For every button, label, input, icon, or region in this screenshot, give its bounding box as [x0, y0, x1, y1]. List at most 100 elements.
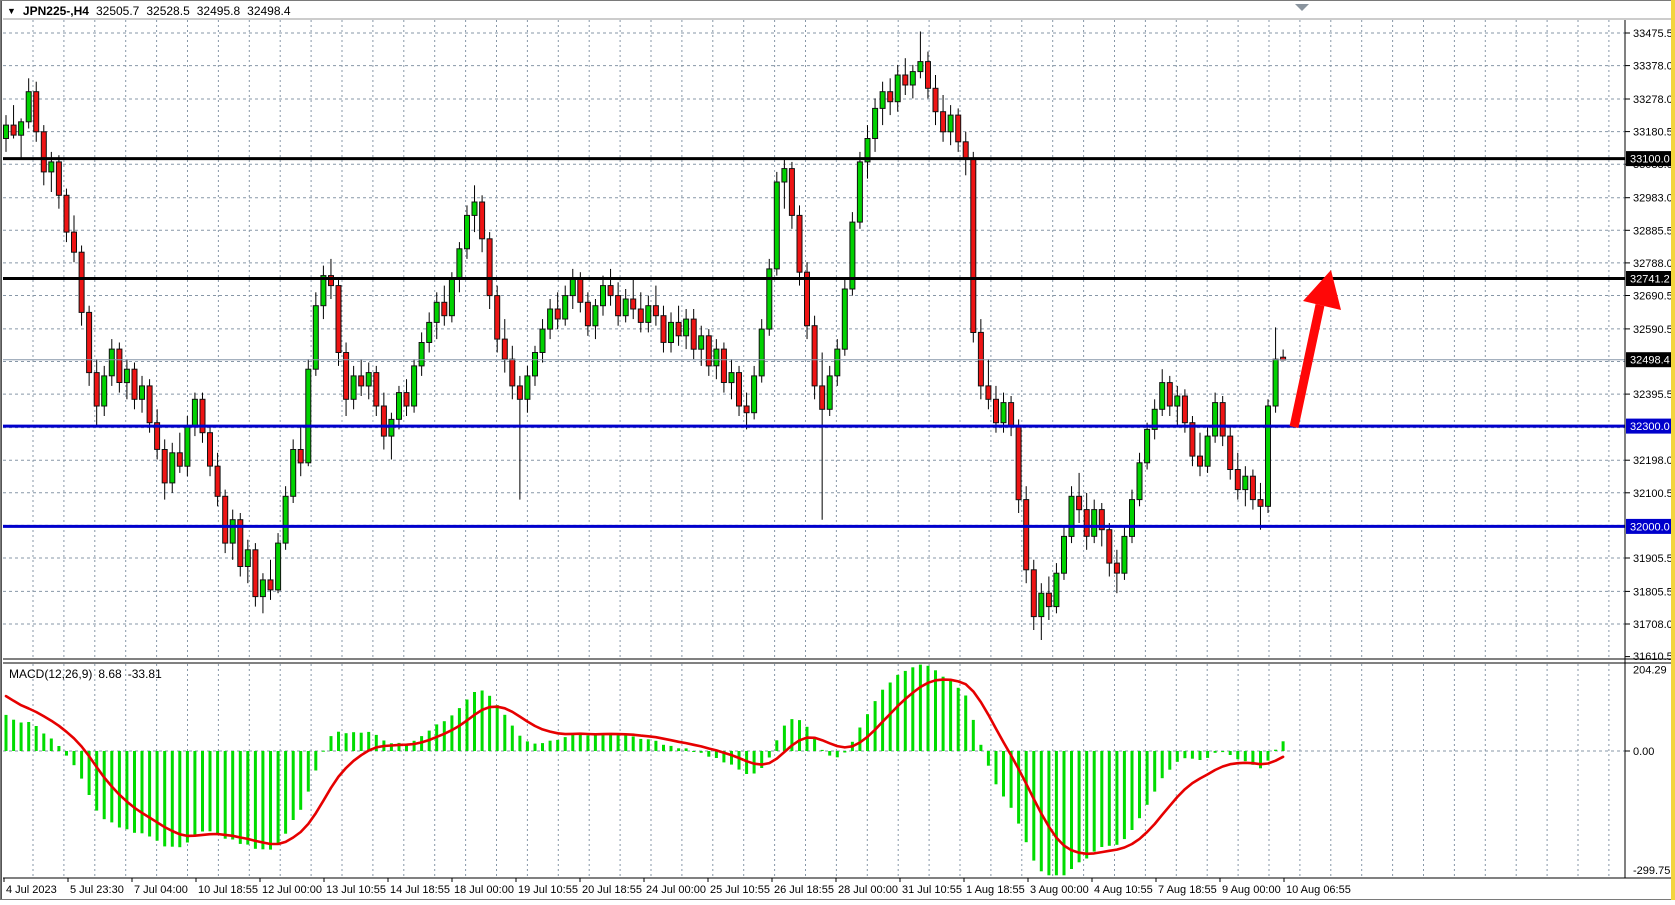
- time-axis-label: 13 Jul 10:55: [326, 884, 386, 896]
- bear-candle: [940, 111, 947, 133]
- bull-candle: [668, 321, 674, 343]
- time-axis-label: 31 Jul 10:55: [902, 884, 962, 896]
- bear-candle: [1045, 592, 1052, 608]
- bull-candle: [1136, 462, 1143, 501]
- price-axis-label: 31708.0: [1633, 619, 1673, 631]
- symbol-dropdown-icon[interactable]: ▼: [7, 5, 16, 16]
- bear-candle: [1030, 569, 1037, 618]
- bull-candle: [562, 295, 569, 320]
- bull-candle: [751, 375, 758, 414]
- bear-candle: [358, 375, 365, 387]
- bear-candle: [743, 405, 750, 414]
- price-axis[interactable]: 33475.533378.033278.033180.533083.032983…: [1625, 28, 1673, 663]
- time-axis[interactable]: 4 Jul 2023 5 Jul 23:30 7 Jul 04:00 10 Jul 1…: [3, 878, 1351, 896]
- time-axis-label: 26 Jul 18:55: [774, 884, 834, 896]
- price-tag-text: 33100.0: [1630, 154, 1670, 166]
- bull-candle: [713, 348, 720, 367]
- bull-candle: [1091, 509, 1098, 537]
- bear-candle: [1189, 422, 1196, 457]
- bull-candle: [1204, 435, 1211, 467]
- bull-candle: [396, 392, 402, 420]
- bear-candle: [40, 131, 47, 173]
- price-axis-label: 33278.0: [1633, 94, 1673, 106]
- bull-candle: [781, 168, 788, 183]
- bull-candle: [1242, 475, 1249, 491]
- price-axis-label: 32198.0: [1633, 455, 1673, 467]
- bull-candle: [947, 114, 954, 133]
- bull-candle: [1265, 405, 1271, 507]
- bear-candle: [252, 549, 259, 598]
- bear-candle: [1113, 562, 1120, 574]
- bull-candle: [841, 288, 848, 350]
- bull-candle: [524, 375, 531, 400]
- bull-candle: [290, 449, 297, 497]
- bear-candle: [131, 368, 138, 400]
- bear-candle: [887, 91, 894, 103]
- price-tag-33100.0: 33100.0: [1626, 151, 1672, 167]
- time-axis-label: 25 Jul 10:55: [710, 884, 770, 896]
- ohlc-high-value: 32528.5: [146, 3, 190, 18]
- time-axis-label: 4 Aug 10:55: [1094, 884, 1153, 896]
- bear-candle: [796, 214, 803, 273]
- bear-candle: [925, 61, 931, 89]
- bear-candle: [1249, 475, 1256, 501]
- bear-candle: [804, 271, 810, 327]
- bull-candle: [350, 375, 357, 400]
- macd-axis-min: -299.75: [1633, 865, 1670, 877]
- time-axis-label: 19 Jul 10:55: [518, 884, 578, 896]
- time-axis-label: 7 Jul 04:00: [134, 884, 188, 896]
- bull-candle: [1174, 395, 1181, 407]
- bull-candle: [592, 305, 599, 327]
- bull-candle: [539, 328, 546, 354]
- bear-candle: [977, 331, 984, 387]
- ohlc-close-value: 32498.4: [247, 3, 291, 18]
- macd-axis[interactable]: 204.29 0.00 -299.75: [1625, 665, 1670, 877]
- time-axis-label: 10 Jul 18:55: [198, 884, 258, 896]
- bull-candle: [471, 201, 478, 216]
- bear-candle: [63, 194, 70, 233]
- price-axis-label: 33475.5: [1633, 28, 1673, 40]
- bull-candle: [101, 375, 108, 407]
- bull-candle: [856, 161, 863, 223]
- price-tag-text: 32000.0: [1630, 521, 1670, 533]
- bear-candle: [1219, 402, 1226, 437]
- bear-candle: [441, 301, 448, 317]
- bear-candle: [932, 87, 939, 113]
- price-axis-label: 32395.5: [1633, 389, 1673, 401]
- time-axis-label: 24 Jul 00:00: [646, 884, 706, 896]
- ohlc-low-value: 32495.8: [196, 3, 241, 18]
- bear-candle: [819, 385, 826, 410]
- bear-candle: [985, 385, 992, 400]
- bull-candle: [547, 308, 554, 330]
- bear-candle: [1227, 435, 1234, 471]
- bull-candle: [464, 214, 470, 250]
- bear-candle: [222, 495, 229, 544]
- time-axis-label: 18 Jul 00:00: [454, 884, 514, 896]
- symbol-timeframe-label: JPN225-,H4: [22, 3, 89, 18]
- bull-candle: [25, 91, 32, 123]
- bear-candle: [902, 74, 909, 86]
- macd-signal-value: -33.81: [127, 667, 162, 681]
- time-axis-label: 5 Jul 23:30: [70, 884, 124, 896]
- bull-candle: [683, 318, 690, 337]
- bear-candle: [479, 201, 486, 240]
- chart-title-row: ▼ JPN225-,H4 32505.7 32528.5 32495.8 324…: [7, 3, 291, 18]
- bear-candle: [584, 301, 591, 327]
- price-tag-32300.0: 32300.0: [1626, 418, 1672, 434]
- bear-candle: [1076, 495, 1083, 511]
- bull-candle: [305, 368, 312, 464]
- bear-candle: [78, 251, 85, 313]
- price-tag-32000.0: 32000.0: [1626, 518, 1672, 534]
- trend-arrow-annotation[interactable]: [1289, 270, 1341, 428]
- macd-axis-zero: 0.00: [1633, 746, 1654, 758]
- bear-candle: [486, 238, 493, 297]
- bull-candle: [600, 285, 606, 307]
- bear-candle: [343, 352, 350, 400]
- bull-candle: [282, 495, 289, 544]
- bear-candle: [720, 348, 727, 384]
- bull-candle: [229, 519, 236, 544]
- bear-candle: [1166, 382, 1173, 407]
- bull-candle: [312, 305, 319, 370]
